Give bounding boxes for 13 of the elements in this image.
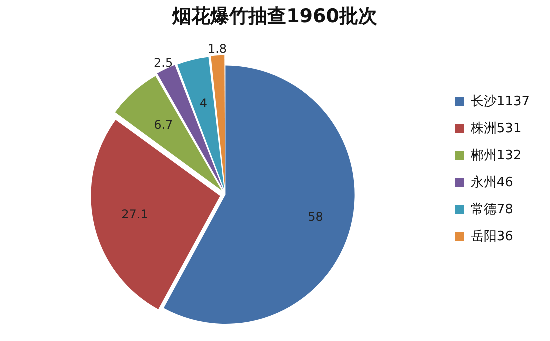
legend-label: 常德78 <box>470 202 514 218</box>
legend-label: 永州46 <box>470 174 514 190</box>
chart-title: 烟花爆竹抽查1960批次 <box>172 5 378 28</box>
data-label: 1.8 <box>208 42 228 56</box>
data-label: 27.1 <box>122 207 148 222</box>
data-label: 2.5 <box>154 56 174 70</box>
data-label: 6.7 <box>154 118 174 132</box>
legend-label: 郴州132 <box>470 148 522 164</box>
legend-label: 长沙1137 <box>470 94 530 110</box>
data-label: 4 <box>200 96 208 111</box>
legend-label: 株洲531 <box>470 121 522 136</box>
legend-label: 岳阳36 <box>470 229 514 244</box>
data-label: 58 <box>308 210 324 224</box>
